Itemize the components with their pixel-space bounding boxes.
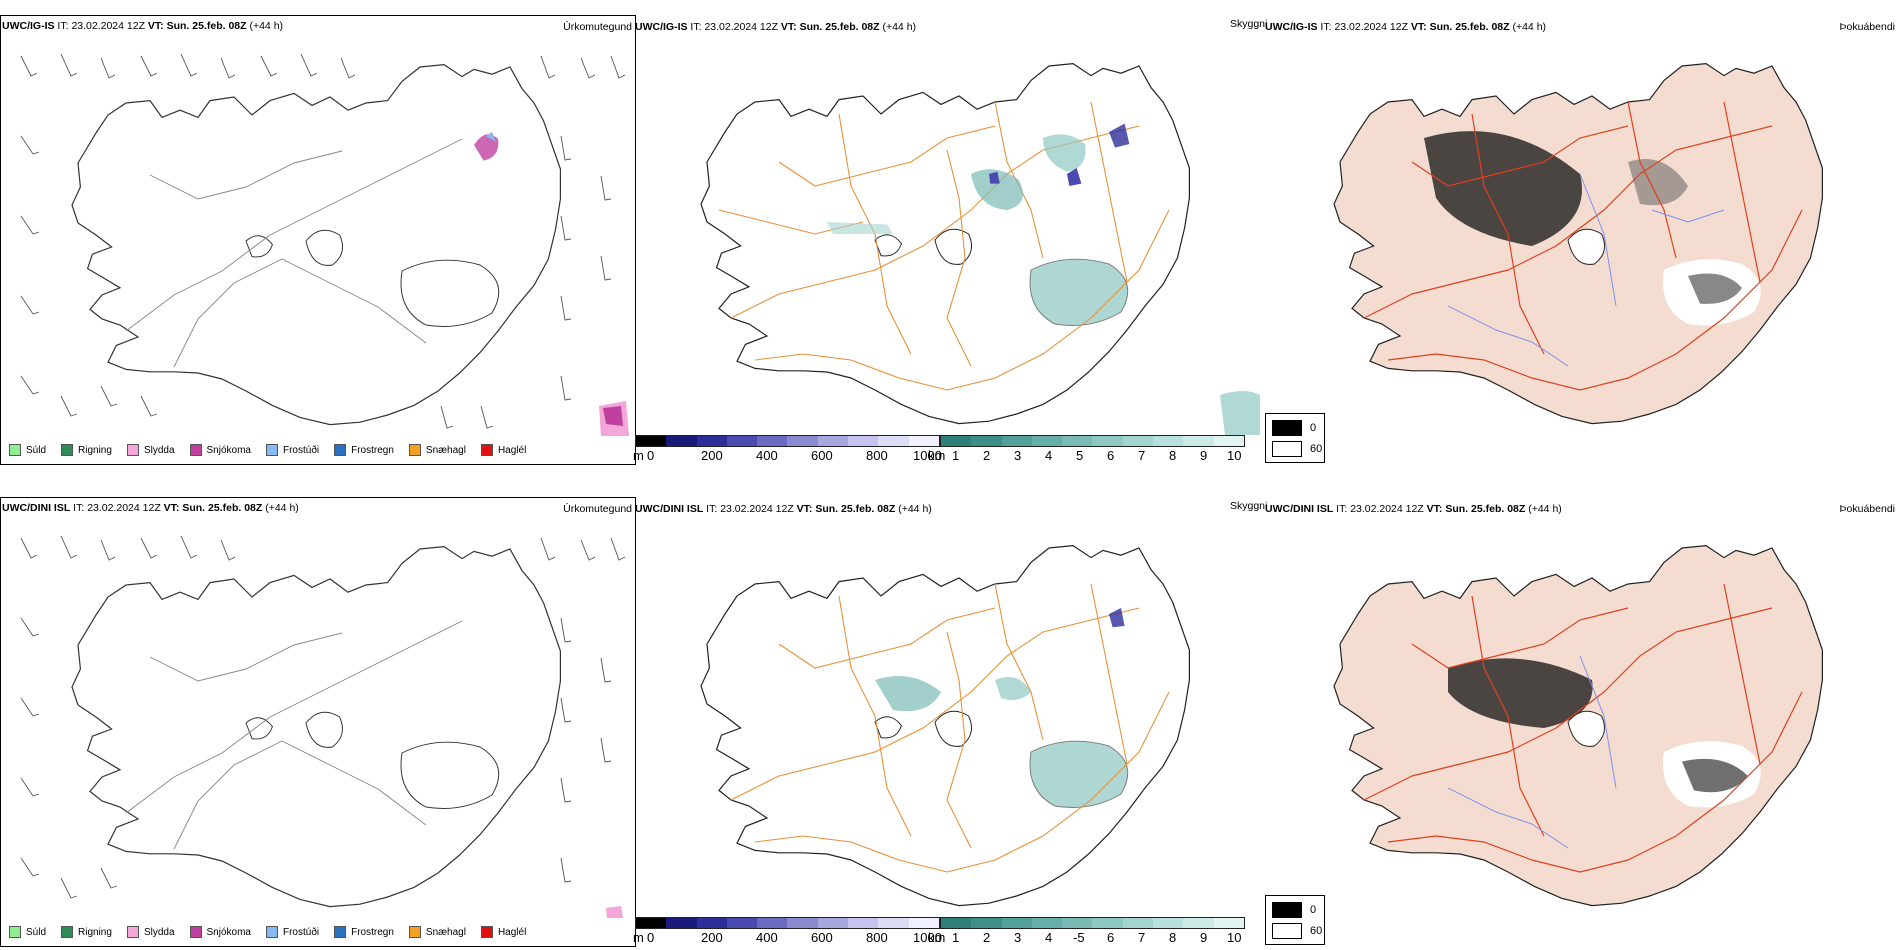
ceiling-map bbox=[700, 63, 1260, 435]
precip-panel-row2: UWC/DINI ISL IT: 23.02.2024 12Z VT: Sun.… bbox=[0, 497, 636, 947]
tick: 1000 bbox=[913, 930, 942, 945]
panel-header: UWC/DINI ISL IT: 23.02.2024 12Z VT: Sun.… bbox=[2, 502, 299, 514]
tick: 200 bbox=[701, 930, 723, 945]
tick: 800 bbox=[866, 448, 888, 463]
precip-map bbox=[20, 535, 626, 918]
ceiling-map bbox=[700, 544, 1191, 907]
fog-index-legend: 0 60 bbox=[1265, 413, 1325, 463]
tick: 200 bbox=[701, 448, 723, 463]
tick: -5 bbox=[1073, 930, 1085, 945]
precip-legend: Súld Rigning Slydda Snjókoma Frostúði Fr… bbox=[9, 926, 541, 938]
legend-item: Haglél bbox=[480, 926, 526, 938]
tick: 3 bbox=[1014, 930, 1022, 945]
tick: 400 bbox=[756, 930, 778, 945]
fog-panel-row1: UWC/IG-IS IT: 23.02.2024 12Z VT: Sun. 25… bbox=[1265, 15, 1900, 463]
ceiling-colorbar: m 0 200 400 600 800 1000 bbox=[633, 917, 942, 945]
unit: km bbox=[928, 930, 946, 945]
tick: 10 bbox=[1227, 930, 1242, 945]
legend-item: Súld bbox=[9, 926, 46, 938]
fog-panel-row2: UWC/DINI ISL IT: 23.02.2024 12Z VT: Sun.… bbox=[1265, 497, 1900, 945]
tick: 1000 bbox=[913, 448, 942, 463]
legend-item: Haglél bbox=[480, 444, 526, 456]
legend-item: Slydda bbox=[126, 926, 175, 938]
tick: 1 bbox=[952, 930, 960, 945]
legend-item: Rigning bbox=[61, 926, 112, 938]
panel-header: UWC/IG-IS IT: 23.02.2024 12Z VT: Sun. 25… bbox=[2, 20, 284, 32]
tick: 400 bbox=[756, 448, 778, 463]
legend-item: Frostúði bbox=[265, 444, 319, 456]
tick: 6 bbox=[1107, 448, 1115, 463]
tick: 0 bbox=[647, 448, 655, 463]
precip-panel-row1: UWC/IG-IS IT: 23.02.2024 12Z VT: Sun. 25… bbox=[0, 15, 636, 465]
tick: 7 bbox=[1138, 448, 1146, 463]
tick: 800 bbox=[866, 930, 888, 945]
legend-item: Súld bbox=[9, 444, 46, 456]
tick: 5 bbox=[1076, 448, 1084, 463]
legend-item: Frostregn bbox=[334, 444, 394, 456]
ceiling-colorbar: m 0 200 400 600 800 1000 bbox=[633, 435, 942, 463]
tick: 2 bbox=[983, 930, 991, 945]
ceiling-panel-row2: UWC/DINI ISL IT: 23.02.2024 12Z VT: Sun.… bbox=[633, 497, 1325, 945]
tick: 2 bbox=[983, 448, 991, 463]
panel-title: Úrkomutegund bbox=[563, 21, 632, 33]
tick: 6 bbox=[1107, 930, 1115, 945]
legend-item: Slydda bbox=[126, 444, 175, 456]
panel-header: UWC/DINI ISL IT: 23.02.2024 12Z VT: Sun.… bbox=[635, 503, 932, 515]
tick: 9 bbox=[1200, 930, 1208, 945]
tick: 4 bbox=[1045, 930, 1053, 945]
legend-item: Snjókoma bbox=[189, 444, 251, 456]
legend-item: Frostregn bbox=[334, 926, 394, 938]
panel-title: Skyggni bbox=[1230, 500, 1268, 512]
tick: 4 bbox=[1045, 448, 1053, 463]
legend-item: Snjókoma bbox=[189, 926, 251, 938]
visibility-colorbar: km 1 2 3 4 5 6 7 8 9 10 bbox=[928, 435, 1245, 463]
precip-map bbox=[20, 53, 629, 436]
tick: 600 bbox=[811, 930, 833, 945]
tick: 8 bbox=[1169, 448, 1177, 463]
panel-header: UWC/DINI ISL IT: 23.02.2024 12Z VT: Sun.… bbox=[1265, 503, 1562, 515]
unit: km bbox=[928, 448, 946, 463]
unit: m bbox=[633, 930, 644, 945]
legend-item: Snæhagl bbox=[408, 926, 466, 938]
panel-header: UWC/IG-IS IT: 23.02.2024 12Z VT: Sun. 25… bbox=[635, 21, 917, 33]
ceiling-panel-row1: UWC/IG-IS IT: 23.02.2024 12Z VT: Sun. 25… bbox=[633, 15, 1325, 463]
visibility-colorbar: km 1 2 3 4 -5 6 7 8 9 10 bbox=[928, 917, 1245, 945]
legend-item: Rigning bbox=[61, 444, 112, 456]
tick: 0 bbox=[647, 930, 655, 945]
panel-title: Úrkomutegund bbox=[563, 503, 632, 515]
tick: 7 bbox=[1138, 930, 1146, 945]
fog-map bbox=[1333, 544, 1824, 907]
fog-map bbox=[1333, 63, 1824, 425]
wind-barbs bbox=[20, 53, 626, 429]
fog-index-legend: 0 60 bbox=[1265, 895, 1325, 945]
legend-item: Snæhagl bbox=[408, 444, 466, 456]
panel-header: UWC/IG-IS IT: 23.02.2024 12Z VT: Sun. 25… bbox=[1265, 21, 1547, 33]
precip-legend: Súld Rigning Slydda Snjókoma Frostúði Fr… bbox=[9, 444, 541, 456]
tick: 1 bbox=[952, 448, 960, 463]
tick: 10 bbox=[1227, 448, 1242, 463]
unit: m bbox=[633, 448, 644, 463]
panel-title: Skyggni bbox=[1230, 18, 1268, 30]
tick: 9 bbox=[1200, 448, 1208, 463]
legend-item: Frostúði bbox=[265, 926, 319, 938]
tick: 600 bbox=[811, 448, 833, 463]
tick: 3 bbox=[1014, 448, 1022, 463]
panel-title: Þokuábendi bbox=[1839, 21, 1895, 33]
panel-title: Þokuábendi bbox=[1839, 503, 1895, 515]
tick: 8 bbox=[1169, 930, 1177, 945]
